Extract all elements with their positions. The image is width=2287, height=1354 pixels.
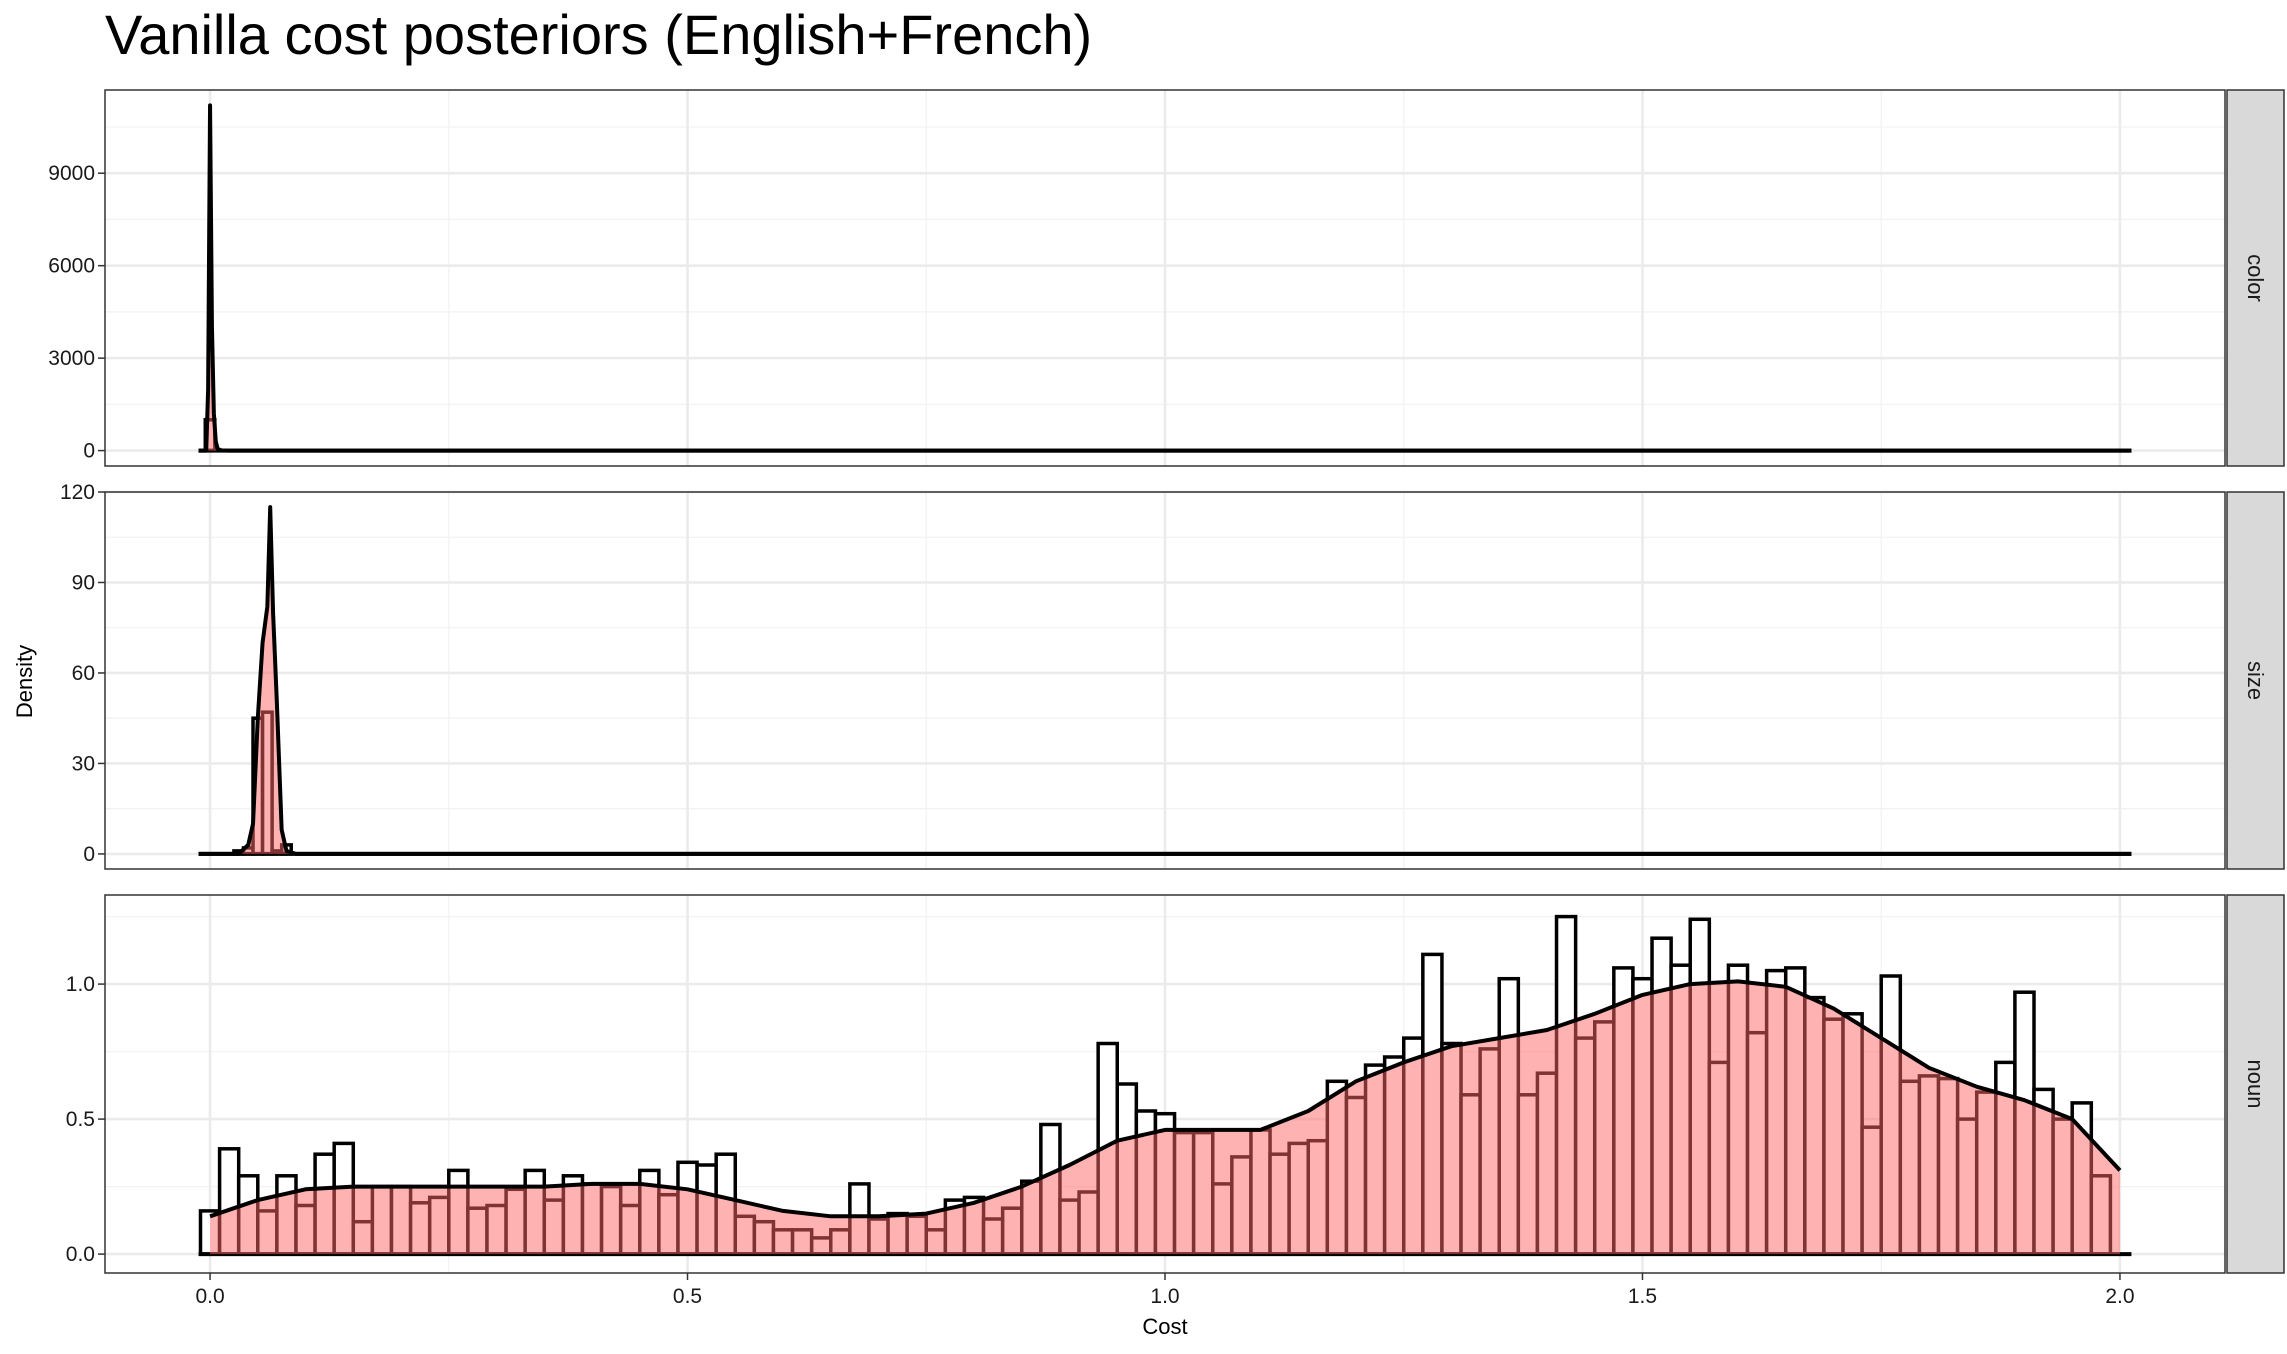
- facet-strip-label-color: color: [2243, 254, 2268, 302]
- facet-strip: [2226, 89, 2285, 467]
- density-line: [209, 979, 2122, 1219]
- density-line: [198, 505, 2132, 856]
- y-tick-label: 0.5: [66, 1108, 95, 1131]
- y-tick-label: 90: [72, 571, 95, 594]
- y-tick-label: 60: [72, 662, 95, 685]
- x-tick-label: 1.0: [1150, 1285, 1179, 1308]
- x-tick-label: 0.0: [195, 1285, 224, 1308]
- y-tick-label: 0: [83, 440, 95, 463]
- y-tick-label: 6000: [48, 255, 95, 278]
- x-axis-title: Cost: [1142, 1314, 1187, 1339]
- y-tick-label: 30: [72, 752, 95, 775]
- y-tick-label: 0: [83, 843, 95, 866]
- y-tick-label: 120: [60, 481, 95, 504]
- panel-border: [104, 491, 2226, 870]
- x-tick-label: 1.5: [1628, 1285, 1657, 1308]
- chart-title: Vanilla cost posteriors (English+French): [105, 3, 1093, 66]
- x-tick-label: 2.0: [2105, 1285, 2134, 1308]
- y-tick-label: 0.0: [66, 1243, 95, 1266]
- panel-border: [104, 89, 2226, 467]
- facet-strip: [2226, 491, 2285, 870]
- facet-strip-label-noun: noun: [2243, 1060, 2268, 1109]
- y-tick-label: 1.0: [66, 973, 95, 996]
- y-axis-title: Density: [12, 645, 37, 718]
- y-tick-label: 3000: [48, 347, 95, 370]
- x-tick-label: 0.5: [673, 1285, 702, 1308]
- density-area: [210, 981, 2120, 1255]
- facet-strip-label-size: size: [2243, 661, 2268, 700]
- facet-strip: [2226, 894, 2285, 1274]
- y-tick-label: 9000: [48, 162, 95, 185]
- density-line: [198, 103, 2132, 453]
